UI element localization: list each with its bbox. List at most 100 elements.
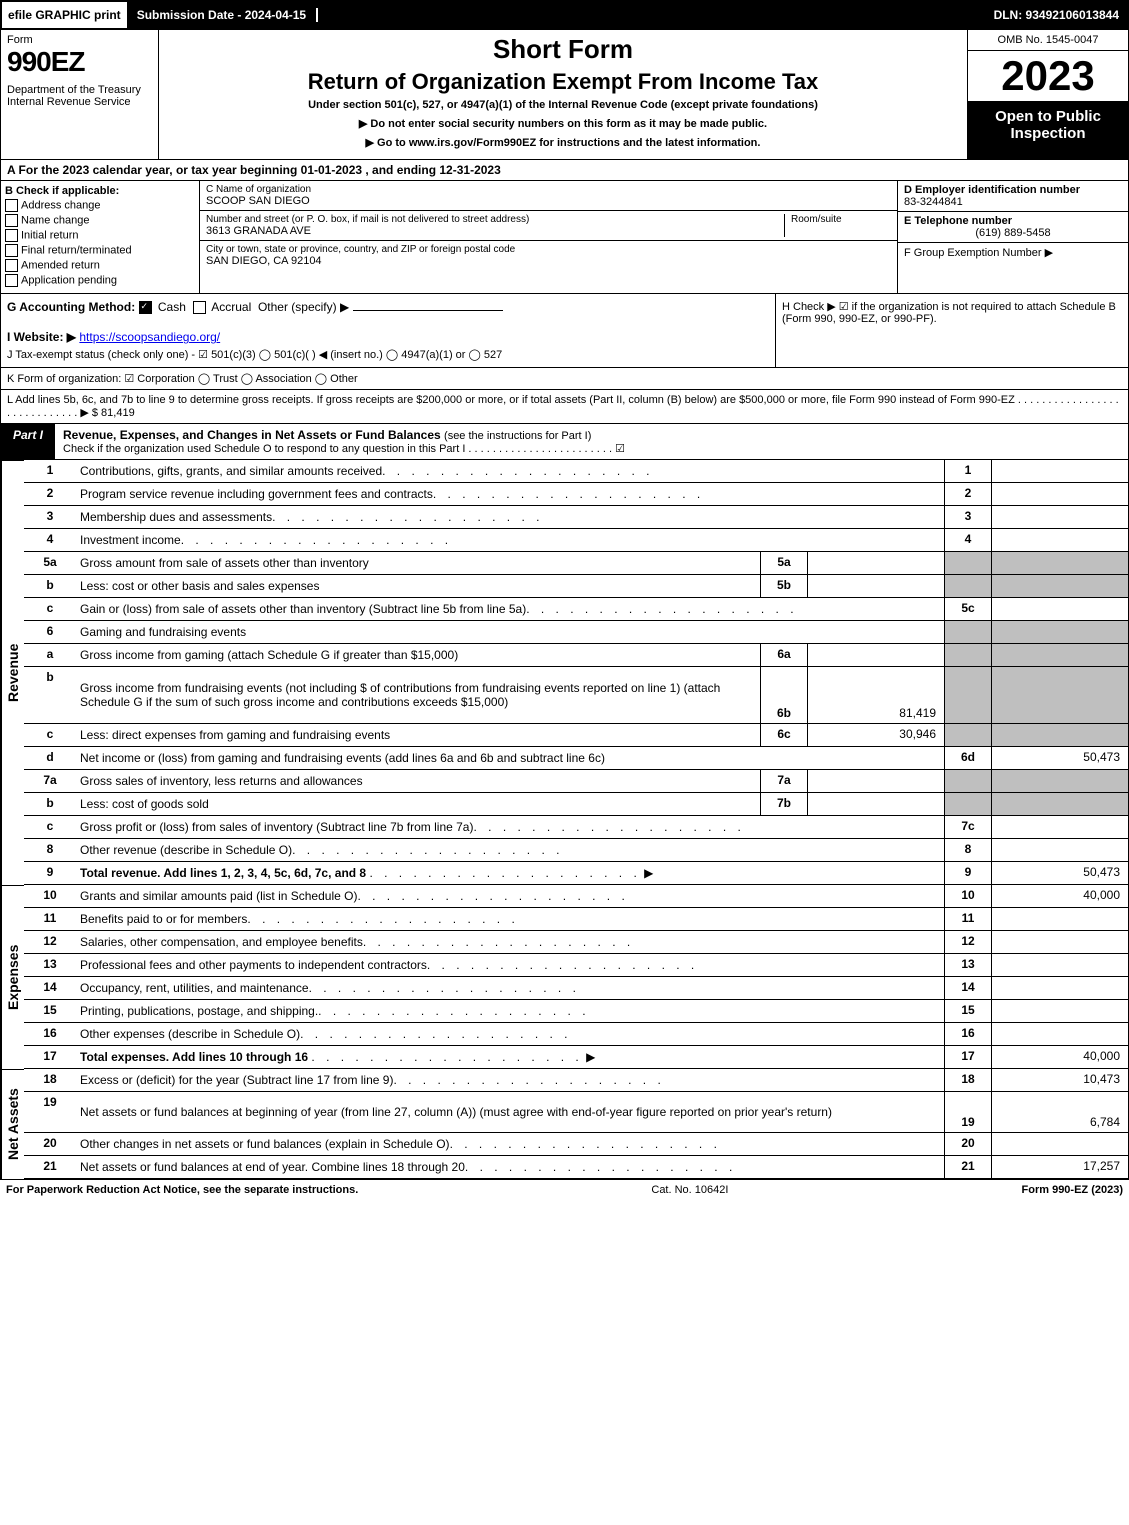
line-num: c [24,816,76,838]
line-desc: Contributions, gifts, grants, and simila… [76,460,944,482]
line-val [991,1133,1128,1155]
section-h: H Check ▶ ☑ if the organization is not r… [775,294,1128,367]
netassets-table: Net Assets 18Excess or (deficit) for the… [0,1069,1129,1179]
line-desc: Salaries, other compensation, and employ… [76,931,944,953]
line-desc: Benefits paid to or for members [76,908,944,930]
line-desc: Net assets or fund balances at beginning… [76,1092,944,1132]
section-b-label: B Check if applicable: [5,185,195,197]
line-val [991,460,1128,482]
efile-label[interactable]: efile GRAPHIC print [2,2,127,28]
cb-initial-return[interactable]: Initial return [5,229,195,242]
line-num: 5a [24,552,76,574]
line-num: 6 [24,621,76,643]
g-label: G Accounting Method: [7,300,135,314]
shaded [991,644,1128,666]
line-box: 1 [944,460,991,482]
line-val [991,839,1128,861]
cb-accrual[interactable] [193,301,206,314]
line-desc: Gross income from gaming (attach Schedul… [76,644,760,666]
line-desc: Net income or (loss) from gaming and fun… [76,747,944,769]
form-label: Form [7,34,152,46]
line-box: 3 [944,506,991,528]
shaded [991,621,1128,643]
inline-box: 7b [760,793,808,815]
header-left: Form 990EZ Department of the Treasury In… [1,30,159,159]
line-desc: Investment income [76,529,944,551]
line-num: 9 [24,862,76,884]
under-section: Under section 501(c), 527, or 4947(a)(1)… [163,99,963,111]
line-desc: Program service revenue including govern… [76,483,944,505]
line-val: 40,000 [991,885,1128,907]
section-c: C Name of organization SCOOP SAN DIEGO N… [200,181,897,293]
inline-val: 81,419 [808,667,944,723]
line-desc: Other expenses (describe in Schedule O) [76,1023,944,1045]
shaded [944,770,991,792]
footer-mid: Cat. No. 10642I [358,1184,1021,1196]
inline-val [808,644,944,666]
line-num: 14 [24,977,76,999]
expenses-table: Expenses 10Grants and similar amounts pa… [0,885,1129,1069]
org-name-row: C Name of organization SCOOP SAN DIEGO [200,181,897,211]
org-name: SCOOP SAN DIEGO [206,195,891,207]
part1-title: Revenue, Expenses, and Changes in Net As… [55,424,1128,459]
line-box: 20 [944,1133,991,1155]
line-box: 19 [944,1092,991,1132]
city-label: City or town, state or province, country… [206,244,891,255]
other-label: Other (specify) ▶ [258,300,349,314]
footer-left: For Paperwork Reduction Act Notice, see … [6,1184,358,1196]
shaded [944,621,991,643]
line-val [991,908,1128,930]
line-val [991,529,1128,551]
inline-box: 5a [760,552,808,574]
section-g: G Accounting Method: Cash Accrual Other … [1,294,775,367]
i-label: I Website: ▶ [7,330,76,344]
line-val [991,483,1128,505]
dln: DLN: 93492106013844 [994,8,1127,22]
line-box: 15 [944,1000,991,1022]
line-num: 18 [24,1069,76,1091]
part1-instr: (see the instructions for Part I) [444,430,591,442]
line-num: 16 [24,1023,76,1045]
cb-amended[interactable]: Amended return [5,259,195,272]
cb-cash[interactable] [139,301,152,314]
line-num: 21 [24,1156,76,1178]
ssn-warning: ▶ Do not enter social security numbers o… [163,117,963,130]
goto-link[interactable]: ▶ Go to www.irs.gov/Form990EZ for instru… [163,136,963,149]
line-num: a [24,644,76,666]
part1-label: Part I [1,424,55,459]
line-desc: Gross income from fundraising events (no… [76,667,760,723]
top-bar: efile GRAPHIC print Submission Date - 20… [0,0,1129,30]
section-k: K Form of organization: ☑ Corporation ◯ … [0,368,1129,390]
section-j: J Tax-exempt status (check only one) - ☑… [7,348,769,361]
line-desc: Gross profit or (loss) from sales of inv… [76,816,944,838]
cb-final-return[interactable]: Final return/terminated [5,244,195,257]
group-row: F Group Exemption Number ▶ [898,243,1128,262]
line-box: 11 [944,908,991,930]
line-box: 4 [944,529,991,551]
line-box: 7c [944,816,991,838]
line-box: 17 [944,1046,991,1068]
line-num: 12 [24,931,76,953]
line-num: 17 [24,1046,76,1068]
cash-label: Cash [158,300,186,314]
line-val [991,816,1128,838]
form-header: Form 990EZ Department of the Treasury In… [0,30,1129,160]
revenue-vtab: Revenue [1,460,24,885]
cb-address-change[interactable]: Address change [5,199,195,212]
shaded [991,575,1128,597]
line-num: c [24,598,76,620]
line-num: 2 [24,483,76,505]
cb-name-change[interactable]: Name change [5,214,195,227]
website-link[interactable]: https://scoopsandiego.org/ [79,330,220,344]
header-right: OMB No. 1545-0047 2023 Open to Public In… [968,30,1128,159]
ein-label: D Employer identification number [904,184,1122,196]
line-num: 1 [24,460,76,482]
line-num: b [24,667,76,723]
line-num: 7a [24,770,76,792]
return-title: Return of Organization Exempt From Incom… [163,69,963,95]
cb-app-pending[interactable]: Application pending [5,274,195,287]
phone-label: E Telephone number [904,215,1122,227]
line-num: 8 [24,839,76,861]
street-row: Number and street (or P. O. box, if mail… [200,211,897,241]
part1-check: Check if the organization used Schedule … [63,442,1120,455]
